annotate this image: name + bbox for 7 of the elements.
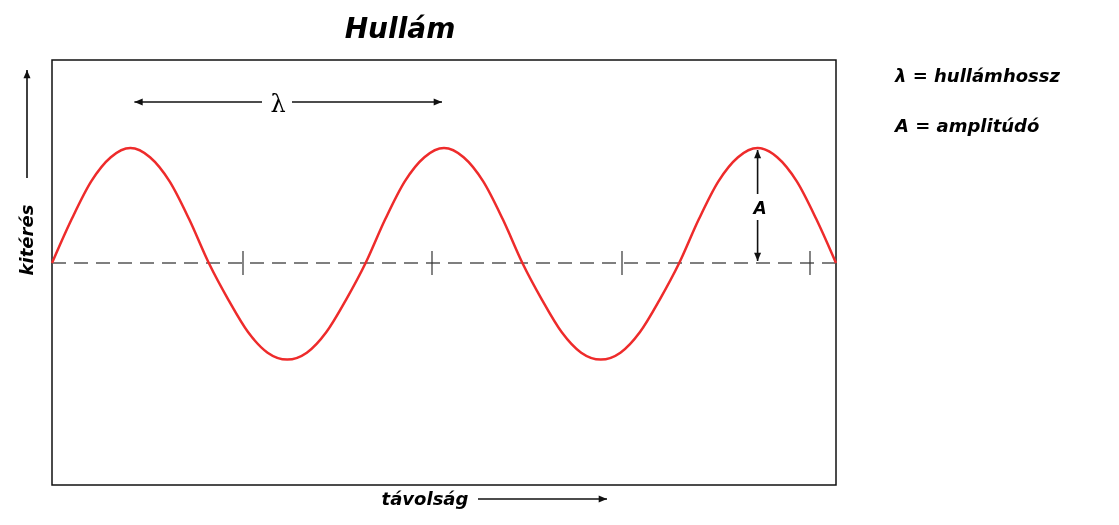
text: távolság <box>381 488 469 509</box>
text: A = amplitúdó <box>893 115 1040 136</box>
text: λ <box>270 90 286 118</box>
text: λ = hullámhossz <box>894 65 1061 86</box>
chart-title: Hullám <box>344 12 456 45</box>
annotation: A <box>751 198 767 218</box>
y-axis-title: kitérés <box>16 204 37 276</box>
